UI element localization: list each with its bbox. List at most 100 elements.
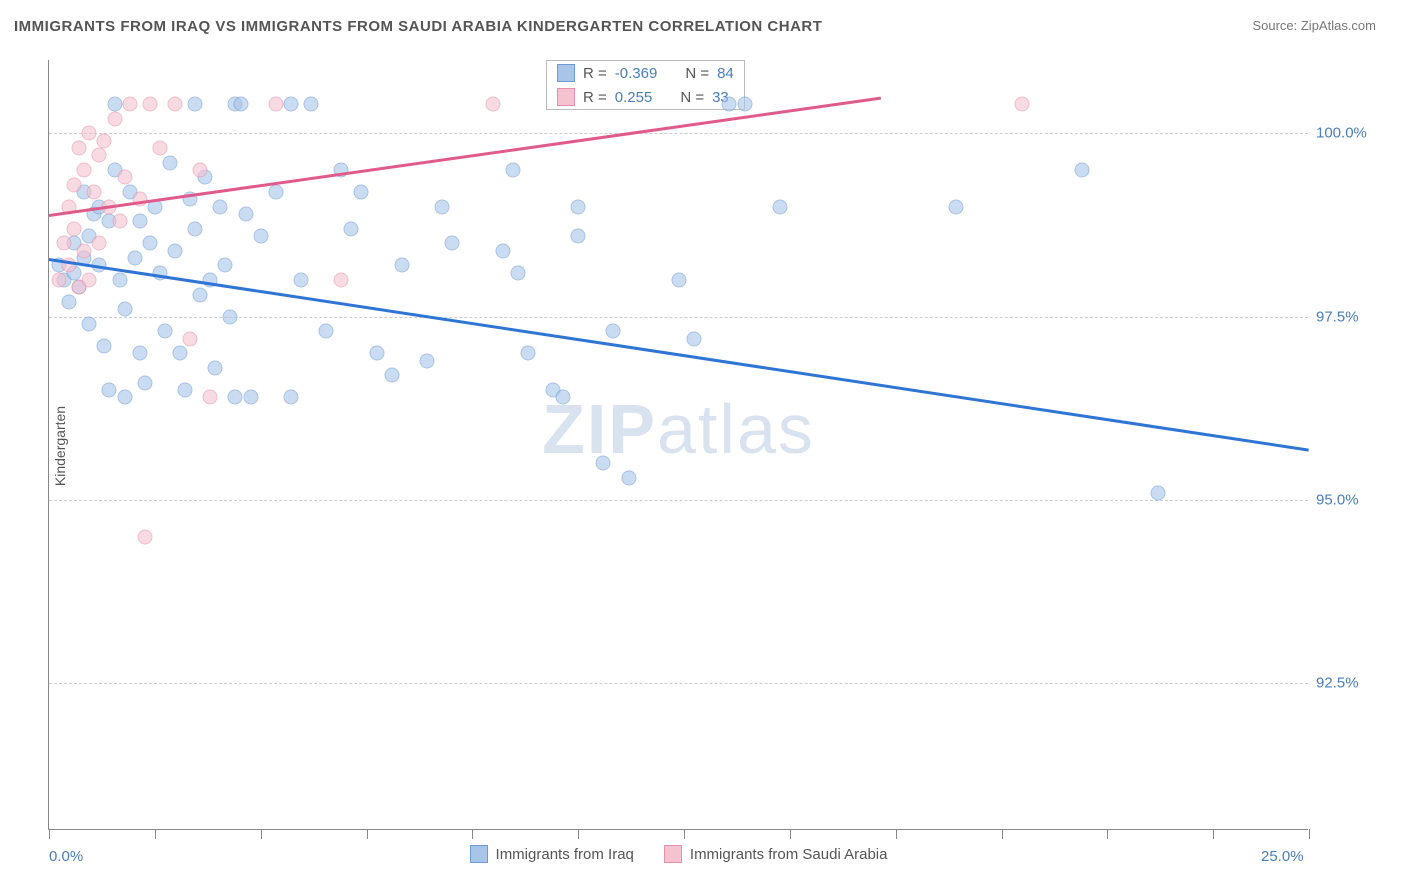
scatter-point xyxy=(1150,485,1165,500)
scatter-point xyxy=(571,199,586,214)
x-tick xyxy=(790,829,791,839)
x-tick xyxy=(578,829,579,839)
legend-item: Immigrants from Saudi Arabia xyxy=(664,845,888,863)
scatter-point xyxy=(97,133,112,148)
scatter-point xyxy=(445,236,460,251)
scatter-point xyxy=(354,185,369,200)
scatter-point xyxy=(92,236,107,251)
scatter-point xyxy=(107,97,122,112)
scatter-point xyxy=(218,258,233,273)
legend-label: Immigrants from Saudi Arabia xyxy=(690,846,888,863)
scatter-point xyxy=(168,243,183,258)
scatter-point xyxy=(193,287,208,302)
scatter-point xyxy=(72,141,87,156)
stat-legend-row: R = -0.369N = 84 xyxy=(547,61,744,85)
scatter-point xyxy=(394,258,409,273)
r-label: R = xyxy=(583,65,607,82)
scatter-point xyxy=(152,141,167,156)
scatter-point xyxy=(294,273,309,288)
scatter-point xyxy=(142,236,157,251)
x-tick-label: 25.0% xyxy=(1261,848,1304,865)
scatter-point xyxy=(188,221,203,236)
scatter-point xyxy=(672,273,687,288)
scatter-point xyxy=(52,273,67,288)
scatter-point xyxy=(87,185,102,200)
source-name: ZipAtlas.com xyxy=(1301,18,1376,33)
scatter-point xyxy=(127,251,142,266)
scatter-point xyxy=(82,317,97,332)
n-label: N = xyxy=(680,89,704,106)
scatter-point xyxy=(62,295,77,310)
scatter-point xyxy=(485,97,500,112)
scatter-point xyxy=(203,390,218,405)
scatter-point xyxy=(122,97,137,112)
grid-line xyxy=(49,133,1308,134)
scatter-point xyxy=(67,177,82,192)
stat-legend-row: R = 0.255N = 33 xyxy=(547,85,744,109)
scatter-point xyxy=(520,346,535,361)
scatter-point xyxy=(82,126,97,141)
scatter-point xyxy=(137,529,152,544)
scatter-point xyxy=(1014,97,1029,112)
x-tick xyxy=(684,829,685,839)
scatter-point xyxy=(178,383,193,398)
x-tick xyxy=(49,829,50,839)
scatter-point xyxy=(369,346,384,361)
scatter-point xyxy=(268,185,283,200)
bottom-legend: Immigrants from IraqImmigrants from Saud… xyxy=(470,845,888,863)
x-tick xyxy=(1107,829,1108,839)
scatter-point xyxy=(142,97,157,112)
scatter-point xyxy=(132,214,147,229)
scatter-point xyxy=(173,346,188,361)
scatter-point xyxy=(1075,163,1090,178)
scatter-point xyxy=(319,324,334,339)
x-tick xyxy=(1213,829,1214,839)
y-tick-label: 95.0% xyxy=(1316,492,1396,509)
scatter-point xyxy=(621,471,636,486)
x-tick xyxy=(1002,829,1003,839)
x-tick xyxy=(261,829,262,839)
legend-swatch xyxy=(557,64,575,82)
scatter-point xyxy=(102,383,117,398)
legend-swatch xyxy=(470,845,488,863)
watermark-light: atlas xyxy=(657,390,815,468)
r-label: R = xyxy=(583,89,607,106)
x-tick xyxy=(896,829,897,839)
scatter-point xyxy=(344,221,359,236)
scatter-point xyxy=(420,353,435,368)
chart-title: IMMIGRANTS FROM IRAQ VS IMMIGRANTS FROM … xyxy=(14,18,822,35)
r-value: 0.255 xyxy=(615,89,653,106)
scatter-point xyxy=(253,229,268,244)
scatter-point xyxy=(495,243,510,258)
scatter-point xyxy=(92,148,107,163)
scatter-point xyxy=(67,221,82,236)
scatter-point xyxy=(949,199,964,214)
scatter-point xyxy=(157,324,172,339)
scatter-point xyxy=(571,229,586,244)
scatter-point xyxy=(213,199,228,214)
scatter-point xyxy=(304,97,319,112)
scatter-point xyxy=(505,163,520,178)
scatter-point xyxy=(162,155,177,170)
n-value: 84 xyxy=(717,65,734,82)
x-tick xyxy=(367,829,368,839)
stats-legend: R = -0.369N = 84R = 0.255N = 33 xyxy=(546,60,745,110)
scatter-point xyxy=(193,163,208,178)
scatter-point xyxy=(722,97,737,112)
scatter-point xyxy=(772,199,787,214)
x-tick-label: 0.0% xyxy=(49,848,83,865)
scatter-point xyxy=(596,456,611,471)
scatter-point xyxy=(112,273,127,288)
scatter-point xyxy=(384,368,399,383)
scatter-point xyxy=(117,170,132,185)
scatter-point xyxy=(233,97,248,112)
scatter-point xyxy=(137,375,152,390)
scatter-point xyxy=(183,331,198,346)
scatter-point xyxy=(188,97,203,112)
scatter-point xyxy=(510,265,525,280)
scatter-point xyxy=(737,97,752,112)
y-tick-label: 97.5% xyxy=(1316,308,1396,325)
x-tick xyxy=(1309,829,1310,839)
scatter-point xyxy=(435,199,450,214)
y-tick-label: 92.5% xyxy=(1316,675,1396,692)
